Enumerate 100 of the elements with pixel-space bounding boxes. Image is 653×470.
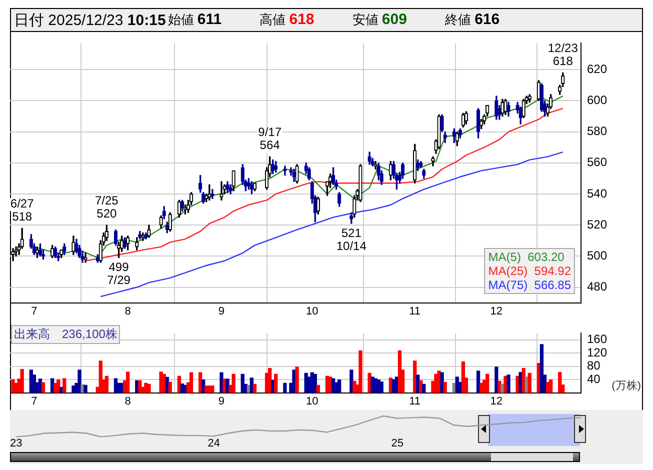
bar: [232, 374, 236, 393]
x-tick-label: 11: [409, 305, 421, 318]
annotation: 6/27 518: [10, 196, 34, 224]
y-tick-label: 120: [587, 345, 608, 360]
bar: [98, 360, 102, 393]
bar: [358, 350, 362, 393]
bar: [126, 372, 130, 393]
bar: [20, 368, 24, 393]
bar: [252, 384, 257, 393]
candlestick: [180, 200, 184, 212]
candlestick: [271, 159, 275, 174]
candlestick: [228, 184, 232, 194]
x-tick-label: 9: [218, 305, 225, 318]
annotation: 499 7/29: [107, 260, 131, 288]
candlestick: [416, 159, 420, 171]
annotation: 521 10/14: [336, 226, 367, 253]
candlestick: [165, 222, 169, 234]
x-tick-label: 10: [306, 305, 318, 318]
candlestick: [452, 128, 456, 144]
bar: [78, 370, 82, 393]
y-tick-label: 160: [587, 332, 608, 346]
candlestick: [38, 243, 42, 256]
text: MA(25) 594.92: [488, 264, 571, 278]
candlestick: [431, 156, 435, 166]
text: 始値 611: [168, 11, 222, 28]
chart-title: 出来高 236,100株: [11, 325, 120, 344]
x-tick-label: 11: [409, 395, 421, 408]
x-tick-label: 7: [31, 305, 38, 318]
bar: [104, 376, 109, 393]
candlestick: [162, 206, 166, 220]
text: MA(75) 566.85: [488, 278, 571, 292]
bar: [41, 382, 46, 393]
text: 安値 609: [352, 11, 407, 28]
text: 終値 616: [444, 11, 500, 28]
candlestick: [84, 252, 88, 263]
bar: [168, 382, 172, 393]
bar: [440, 372, 444, 393]
bar: [304, 372, 308, 393]
bar: [337, 380, 342, 393]
y-axis-title: (万株): [612, 379, 641, 393]
text: MA(5) 603.20: [488, 250, 566, 264]
x-tick-label: 8: [124, 305, 131, 318]
bar: [316, 384, 320, 393]
y-tick-label: 520: [587, 217, 608, 232]
candlestick: [144, 232, 148, 240]
y-tick-label: 560: [587, 155, 608, 170]
y-tick-label: 500: [587, 248, 608, 262]
y-tick-label: 480: [587, 280, 608, 294]
y-tick-label: 40: [587, 372, 601, 386]
candlestick: [419, 161, 423, 168]
y-tick-label: 580: [587, 124, 608, 138]
x-tick-label: 12: [490, 395, 503, 408]
x-tick-label: 7: [31, 395, 38, 408]
x-tick-label: 8: [124, 395, 131, 408]
annotation: 12/23 618: [548, 41, 578, 68]
bar: [283, 382, 287, 393]
bar: [528, 372, 532, 393]
bar: [506, 374, 510, 393]
bar: [62, 378, 66, 393]
bar: [226, 378, 230, 393]
candlestick: [292, 168, 296, 182]
candlestick: [528, 94, 532, 103]
candlestick: [358, 164, 362, 202]
candlestick: [62, 243, 66, 255]
candlestick: [464, 111, 468, 124]
candlestick: [53, 246, 58, 258]
candlestick: [368, 152, 372, 165]
bar: [486, 374, 490, 393]
bar: [422, 384, 426, 393]
y-tick-label: 540: [587, 186, 608, 200]
x-tick-label: 9: [218, 395, 225, 408]
bar: [540, 344, 544, 393]
y-tick-label: 80: [587, 358, 601, 373]
candlestick: [35, 246, 40, 258]
bar: [548, 380, 553, 393]
candlestick: [476, 108, 480, 138]
x-tick-label: 24: [208, 437, 220, 450]
text: 高値 618: [260, 11, 314, 28]
candlestick: [147, 224, 151, 238]
candlestick: [413, 144, 417, 184]
bar: [443, 382, 447, 393]
bar: [210, 386, 214, 393]
candlestick: [232, 170, 236, 192]
candlestick: [374, 161, 378, 170]
x-tick-label: 23: [10, 437, 22, 450]
bar: [162, 374, 166, 393]
y-tick-label: 620: [587, 62, 608, 76]
annotation: 7/25 520: [95, 193, 119, 220]
bar: [295, 366, 299, 393]
candlestick: [274, 161, 278, 173]
candlestick: [295, 164, 299, 184]
candlestick: [455, 131, 459, 146]
x-tick-label: 12: [490, 305, 503, 318]
candlestick: [220, 181, 224, 201]
candlestick: [60, 250, 64, 258]
candlestick: [138, 230, 142, 240]
text: 日付 2025/12/23 10:15: [14, 12, 166, 28]
bar: [274, 374, 278, 393]
candlestick: [337, 192, 342, 207]
candlestick: [208, 184, 212, 201]
